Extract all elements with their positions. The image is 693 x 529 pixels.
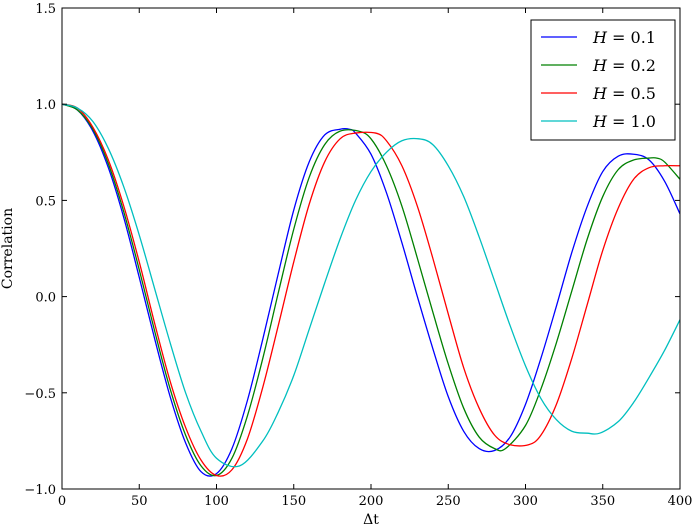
- y-tick-label: −0.5: [24, 387, 56, 402]
- series-line-3: [62, 103, 680, 468]
- series-line-2: [62, 103, 680, 477]
- y-tick-label: 0.0: [35, 291, 56, 306]
- plot-lines: [62, 103, 680, 477]
- y-tick-label: 0.5: [35, 194, 56, 209]
- legend-entry: H = 0.1: [592, 28, 656, 47]
- x-tick-label: 0: [58, 494, 66, 509]
- y-tick-label: 1.0: [35, 98, 56, 113]
- x-tick-label: 100: [204, 494, 229, 509]
- y-tick-label: −1.0: [24, 483, 56, 498]
- legend-entry: H = 0.5: [592, 84, 656, 103]
- legend: H = 0.1 H = 0.2 H = 0.5 H = 1.0: [530, 19, 676, 141]
- axis-ticks: 0 50 100 150 200 250 300 350 400 −1.0 −0.5 0.0 0.5 1.…: [24, 2, 692, 509]
- legend-entry: H = 0.2: [592, 56, 656, 75]
- x-tick-label: 50: [131, 494, 148, 509]
- y-axis-label: Correlation: [0, 208, 16, 289]
- series-line-1: [62, 103, 680, 477]
- x-tick-label: 200: [359, 494, 384, 509]
- x-tick-label: 250: [436, 494, 461, 509]
- x-tick-label: 300: [513, 494, 538, 509]
- x-tick-label: 150: [281, 494, 306, 509]
- x-tick-label: 400: [668, 494, 693, 509]
- series-line-0: [62, 103, 680, 477]
- x-axis-label: Δt: [363, 512, 379, 528]
- legend-entry: H = 1.0: [592, 112, 656, 131]
- legend-box: [530, 19, 676, 141]
- y-tick-label: 1.5: [35, 2, 56, 17]
- x-tick-label: 350: [590, 494, 615, 509]
